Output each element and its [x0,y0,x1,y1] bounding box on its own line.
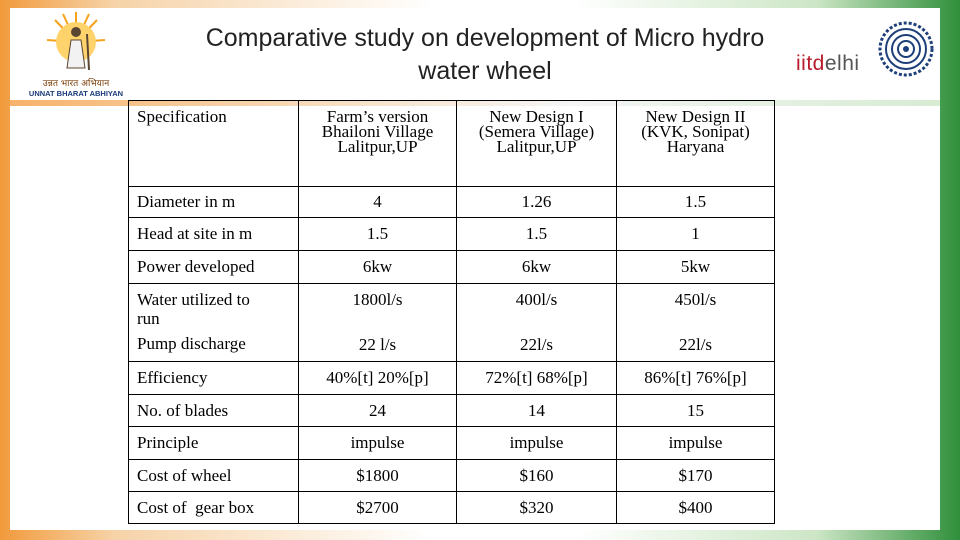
wordmark-bold: iitd [796,52,825,75]
cell: impulse [298,426,457,460]
logo-hindi-text: उन्नत भारत अभियान [42,79,110,89]
cell: impulse [616,426,775,460]
cell: 1.5 [616,186,775,218]
header-col-2: New Design I (Semera Village) Lalitpur,UP [456,100,617,187]
row-label: Cost of gear box [128,491,299,524]
table-header-row: Specification Farm’s version Bhailoni Vil… [128,100,775,187]
cell: $170 [616,459,775,492]
cell: 450l/s 22l/s [616,283,775,362]
cell: 6kw [298,250,457,284]
title-line-1: Comparative study on development of Micr… [205,24,765,52]
iit-emblem-icon [878,21,934,77]
row-label: Diameter in m [128,186,299,218]
cell: impulse [456,426,617,460]
header-col-1: Farm’s version Bhailoni Village Lalitpur,U… [298,100,457,187]
cell: $320 [456,491,617,524]
iitdelhi-wordmark: iitdelhi [796,52,860,76]
row-label: Water utilized to run Pump discharge [128,283,299,362]
row-label: Principle [128,426,299,460]
gandhi-sun-icon [46,12,106,71]
table-row: No. of blades 24 14 15 [128,394,775,427]
row-label: Head at site in m [128,217,299,251]
cell: 6kw [456,250,617,284]
cell: 40%[t] 20%[p] [298,361,457,395]
cell: 5kw [616,250,775,284]
cell: 400l/s 22l/s [456,283,617,362]
cell: 14 [456,394,617,427]
table-row: Water utilized to run Pump discharge 1800l… [128,283,775,362]
table-row: Principle impulse impulse impulse [128,426,775,460]
unnat-bharat-abhiyan-logo: उन्नत भारत अभियान UNNAT BHARAT ABHIYAN [20,10,132,102]
logo-english-text: UNNAT BHARAT ABHIYAN [28,89,124,98]
cell: 1.5 [298,217,457,251]
cell: $2700 [298,491,457,524]
table-row: Efficiency 40%[t] 20%[p] 72%[t] 68%[p] 8… [128,361,775,395]
cell: $400 [616,491,775,524]
row-label: Power developed [128,250,299,284]
cell: 1 [616,217,775,251]
table-row: Power developed 6kw 6kw 5kw [128,250,775,284]
cell: $160 [456,459,617,492]
cell: 86%[t] 76%[p] [616,361,775,395]
table-row: Head at site in m 1.5 1.5 1 [128,217,775,251]
row-label: Cost of wheel [128,459,299,492]
cell: 4 [298,186,457,218]
spec-table: Specification Farm’s version Bhailoni Vil… [128,100,775,524]
wordmark-light: elhi [824,52,860,75]
cell: 1.26 [456,186,617,218]
header-col-3: New Design II (KVK, Sonipat) Haryana [616,100,775,187]
cell: 72%[t] 68%[p] [456,361,617,395]
title-line-2: water wheel [418,57,552,85]
row-label: No. of blades [128,394,299,427]
cell: 24 [298,394,457,427]
header-spec: Specification [128,100,299,187]
cell: 1800l/s 22 l/s [298,283,457,362]
table-row: Diameter in m 4 1.26 1.5 [128,186,775,218]
table-row: Cost of wheel $1800 $160 $170 [128,459,775,492]
row-label: Efficiency [128,361,299,395]
cell: $1800 [298,459,457,492]
table-row: Cost of gear box $2700 $320 $400 [128,491,775,524]
cell: 1.5 [456,217,617,251]
cell: 15 [616,394,775,427]
slide-title: Comparative study on development of Micr… [160,22,810,88]
